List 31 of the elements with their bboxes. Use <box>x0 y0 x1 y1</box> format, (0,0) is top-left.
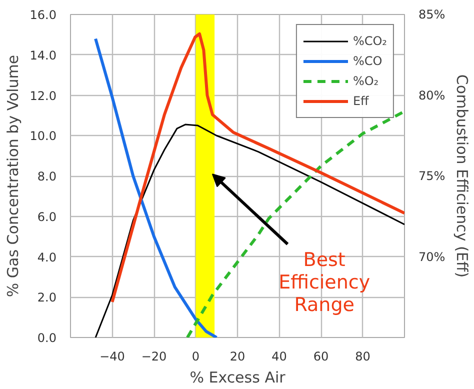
y2-tick-label: 85% <box>418 8 446 22</box>
y-tick-label: 14.0 <box>30 48 56 62</box>
x-tick-label: 60 <box>313 350 329 364</box>
y-axis-title: % Gas Concentration by Volume <box>4 54 22 298</box>
x-tick-label: 0 <box>192 350 200 364</box>
line-series <box>94 37 218 338</box>
x-tick-label: 20 <box>230 350 246 364</box>
y-tick-label: 6.0 <box>37 210 57 224</box>
y-tick-label: 16.0 <box>30 8 56 22</box>
x-axis-title: % Excess Air <box>190 368 286 386</box>
line-series <box>94 124 404 338</box>
y2-axis-title: Combustion Efficiency (Eff) <box>453 74 472 278</box>
x-tick-label: −40 <box>100 350 125 364</box>
y-tick-label: 2.0 <box>37 290 57 305</box>
y-tick-label: 0.0 <box>37 331 57 345</box>
y-tick-label: 8.0 <box>37 170 57 184</box>
line-series <box>186 110 404 338</box>
x-tick-label: 80 <box>355 350 370 364</box>
y-tick-label: 4.0 <box>37 250 57 264</box>
legend-label: Eff <box>352 94 370 108</box>
y2-tick-label: 70% <box>418 250 446 264</box>
band-label: Best Efficiency Range <box>278 248 370 316</box>
legend-label: %CO₂ <box>352 34 387 48</box>
y2-tick-label: 75% <box>418 169 446 183</box>
x-tick-label: −20 <box>141 350 167 364</box>
y-tick-label: 10.0 <box>30 129 56 144</box>
x-tick-label: 40 <box>272 350 287 364</box>
y-tick-label: 12.0 <box>30 88 56 103</box>
legend-label: %CO <box>352 54 382 68</box>
legend-label: %O₂ <box>352 74 379 88</box>
y2-tick-label: 80% <box>418 88 446 102</box>
